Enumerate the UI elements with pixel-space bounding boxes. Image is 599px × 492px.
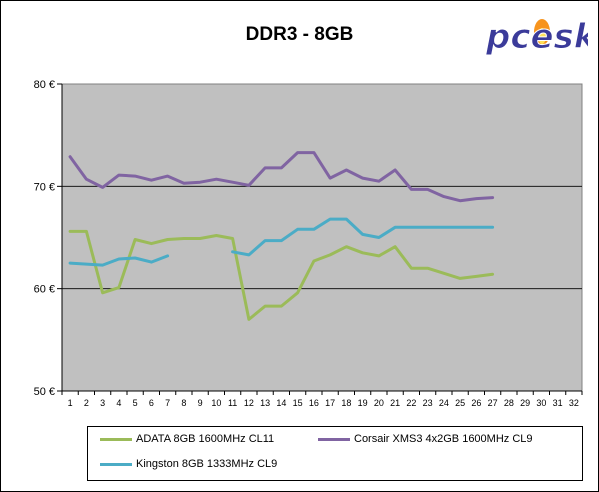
y-tick-label: 60 € <box>34 284 55 296</box>
x-tick-label: 25 <box>455 398 465 408</box>
legend-item-kingston: Kingston 8GB 1333MHz CL9 <box>100 458 277 470</box>
x-tick-label: 14 <box>276 398 286 408</box>
x-tick-label: 28 <box>504 398 514 408</box>
x-tick-label: 6 <box>149 398 154 408</box>
x-tick-label: 27 <box>488 398 498 408</box>
x-tick-label: 15 <box>293 398 303 408</box>
x-tick-label: 32 <box>569 398 579 408</box>
y-axis: 50 € 60 € 70 € 80 € <box>34 79 63 398</box>
x-tick-label: 24 <box>439 398 449 408</box>
legend-item-corsair: Corsair XMS3 4x2GB 1600MHz CL9 <box>318 433 533 445</box>
legend: ADATA 8GB 1600MHz CL11 Corsair XMS3 4x2G… <box>87 426 583 481</box>
x-tick-label: 2 <box>84 398 89 408</box>
x-tick-label: 17 <box>325 398 335 408</box>
y-tick-label: 80 € <box>34 79 55 91</box>
x-tick-label: 11 <box>228 398 237 408</box>
legend-item-adata: ADATA 8GB 1600MHz CL11 <box>100 433 274 445</box>
x-tick-label: 21 <box>390 398 400 408</box>
chart-title: DDR3 - 8GB <box>245 24 354 45</box>
x-tick-label: 7 <box>165 398 170 408</box>
x-tick-label: 22 <box>406 398 416 408</box>
x-tick-label: 20 <box>374 398 384 408</box>
x-tick-label: 3 <box>100 398 105 408</box>
plot-area <box>61 83 583 392</box>
x-tick-label: 23 <box>423 398 433 408</box>
x-tick-label: 8 <box>181 398 186 408</box>
x-tick-label: 31 <box>553 398 563 408</box>
legend-label: ADATA 8GB 1600MHz CL11 <box>136 433 275 446</box>
gridlines <box>62 185 582 290</box>
legend-swatch <box>100 437 132 441</box>
y-tick-label: 50 € <box>34 386 55 398</box>
x-tick-label: 1 <box>68 398 73 408</box>
x-tick-label: 30 <box>536 398 546 408</box>
x-tick-label: 19 <box>358 398 368 408</box>
series-line-corsair <box>68 151 495 203</box>
legend-swatch <box>318 437 350 441</box>
x-tick-label: 4 <box>116 398 121 408</box>
legend-label: Corsair XMS3 4x2GB 1600MHz CL9 <box>354 433 533 446</box>
x-tick-label: 13 <box>260 398 270 408</box>
series-lines <box>68 151 495 321</box>
y-tick-label: 70 € <box>34 181 55 193</box>
x-tick-label: 12 <box>244 398 254 408</box>
series-line-kingston <box>68 254 170 267</box>
legend-swatch <box>100 462 132 466</box>
legend-label: Kingston 8GB 1333MHz CL9 <box>136 458 278 471</box>
x-tick-label: 9 <box>198 398 203 408</box>
x-tick-label: 29 <box>520 398 530 408</box>
series-line-kingston <box>231 217 495 257</box>
logo-text: pcesk <box>485 17 588 57</box>
series-line-adata <box>68 229 495 321</box>
x-tick-label: 26 <box>471 398 481 408</box>
x-tick-label: 5 <box>133 398 138 408</box>
x-tick-label: 10 <box>211 398 221 408</box>
x-tick-label: 18 <box>341 398 351 408</box>
x-tick-label: 16 <box>309 398 319 408</box>
pcesk-logo: pcesk <box>485 17 589 58</box>
x-axis: 1 2 3 4 5 6 7 8 9 10 11 12 13 14 15 16 17 18 19 20 21 22 23 24 2… <box>61 390 583 408</box>
logo-flame-core <box>538 28 546 44</box>
